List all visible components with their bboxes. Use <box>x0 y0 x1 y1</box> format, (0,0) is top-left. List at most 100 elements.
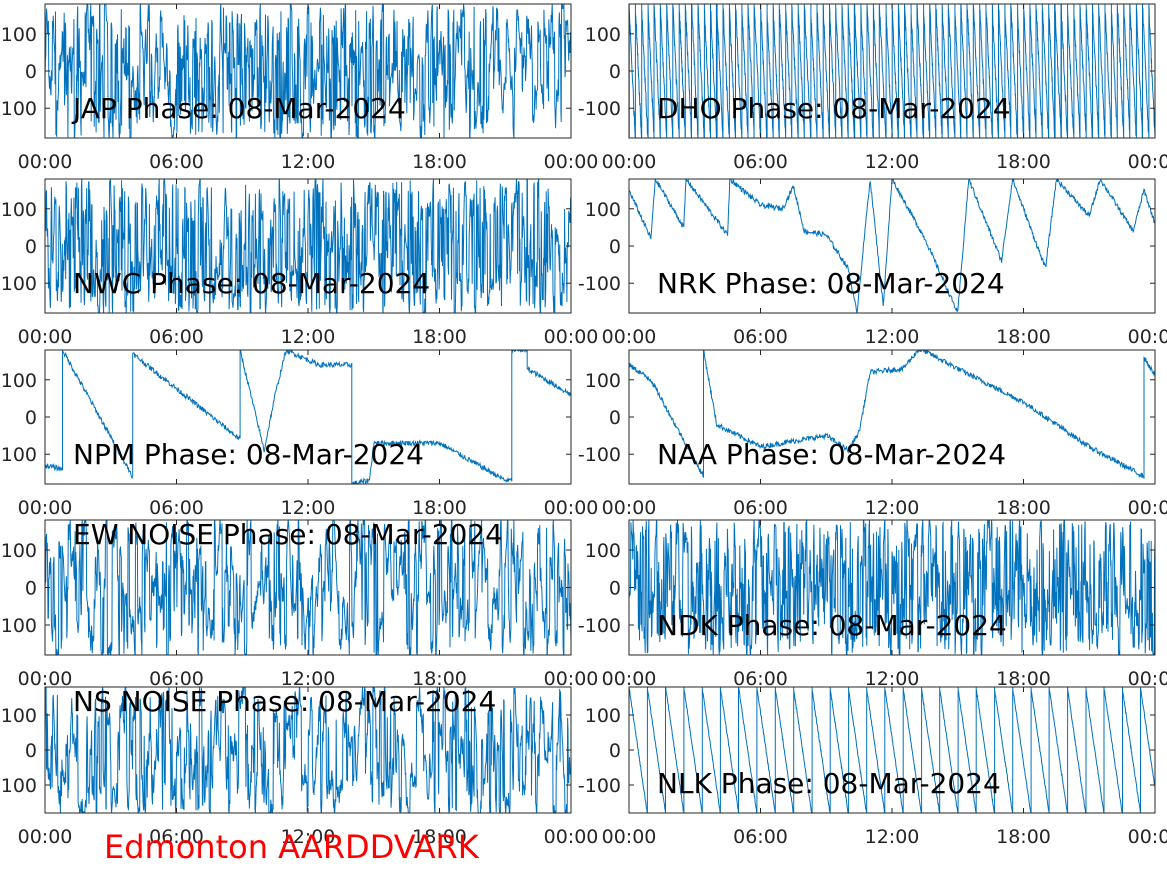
x-tick-label: 00:00 <box>602 151 657 173</box>
phase-trace <box>629 4 1155 138</box>
x-tick-label: 12:00 <box>865 497 920 519</box>
y-tick-label: 100 <box>585 705 621 727</box>
x-tick-label: 00:00 <box>1128 151 1167 173</box>
y-tick-label: 100 <box>1 24 37 46</box>
y-tick-label: 100 <box>1 705 37 727</box>
panel-title: EW NOISE Phase: 08-Mar-2024 <box>73 518 503 551</box>
x-tick-label: 06:00 <box>149 668 204 690</box>
panel-2: 00:00 06:00 12:00 18:00 00:00 -100 0 100 DHO Pha… <box>578 3 1167 173</box>
x-tick-label: 00:00 <box>18 668 73 690</box>
panel-8: 00:00 06:00 12:00 18:00 00:00 -100 0 100 NDK Pha… <box>578 519 1167 690</box>
x-tick-label: 00:00 <box>544 826 599 848</box>
x-tick-label: 18:00 <box>412 826 467 848</box>
y-tick-label: 0 <box>25 578 37 600</box>
y-tick-label: 0 <box>25 407 37 429</box>
x-tick-label: 00:00 <box>18 497 73 519</box>
phase-trace <box>629 350 1155 479</box>
x-tick-label: 00:00 <box>544 151 599 173</box>
x-tick-label: 00:00 <box>18 151 73 173</box>
phase-trace <box>45 4 571 138</box>
x-tick-label: 12:00 <box>865 326 920 348</box>
x-tick-label: 00:00 <box>544 497 599 519</box>
x-tick-label: 12:00 <box>865 151 920 173</box>
y-tick-label: -100 <box>0 775 37 797</box>
phase-trace <box>45 520 571 655</box>
plot-area <box>629 179 1155 313</box>
y-tick-label: 100 <box>1 199 37 221</box>
x-tick-label: 00:00 <box>602 326 657 348</box>
y-tick-label: -100 <box>578 98 621 120</box>
phase-trace <box>45 687 571 813</box>
y-tick-label: -100 <box>578 273 621 295</box>
panel-title: NWC Phase: 08-Mar-2024 <box>73 267 430 300</box>
panel-title: NLK Phase: 08-Mar-2024 <box>657 767 1001 800</box>
x-tick-label: 06:00 <box>733 826 788 848</box>
x-tick-label: 00:00 <box>1128 497 1167 519</box>
panel-title: NDK Phase: 08-Mar-2024 <box>657 609 1007 642</box>
x-tick-label: 18:00 <box>412 668 467 690</box>
x-tick-label: 12:00 <box>865 668 920 690</box>
phase-trace <box>45 350 571 484</box>
y-tick-label: 0 <box>609 61 621 83</box>
x-tick-label: 00:00 <box>602 826 657 848</box>
panel-4: 00:00 06:00 12:00 18:00 00:00 -100 0 100 NRK Pha… <box>578 178 1167 348</box>
panel-5: 00:00 06:00 12:00 18:00 00:00 -100 0 100 NPM Pha… <box>0 349 599 519</box>
panel-10: 00:00 06:00 12:00 18:00 00:00 -100 0 100 NLK Pha… <box>578 686 1167 848</box>
x-tick-label: 06:00 <box>733 151 788 173</box>
y-tick-label: -100 <box>578 444 621 466</box>
x-tick-label: 06:00 <box>733 326 788 348</box>
x-tick-label: 18:00 <box>412 497 467 519</box>
y-tick-label: -100 <box>578 775 621 797</box>
x-tick-label: 12:00 <box>281 151 336 173</box>
y-tick-label: -100 <box>0 444 37 466</box>
x-tick-label: 18:00 <box>996 497 1051 519</box>
x-tick-label: 12:00 <box>281 326 336 348</box>
x-tick-label: 06:00 <box>149 497 204 519</box>
y-tick-label: 0 <box>609 236 621 258</box>
x-tick-label: 00:00 <box>544 326 599 348</box>
panel-7: 00:00 06:00 12:00 18:00 00:00 -100 0 100 EW NOIS… <box>0 518 598 690</box>
y-tick-label: 0 <box>25 236 37 258</box>
panel-title: NRK Phase: 08-Mar-2024 <box>657 267 1005 300</box>
phase-trace <box>629 520 1155 655</box>
x-tick-label: 00:00 <box>602 668 657 690</box>
x-tick-label: 00:00 <box>602 497 657 519</box>
phase-trace <box>45 179 571 313</box>
x-tick-label: 00:00 <box>18 326 73 348</box>
station-label: Edmonton AARDDVARK <box>104 828 479 866</box>
x-tick-label: 18:00 <box>412 151 467 173</box>
x-tick-label: 06:00 <box>149 326 204 348</box>
panel-title: JAP Phase: 08-Mar-2024 <box>71 92 406 125</box>
x-tick-label: 12:00 <box>281 826 336 848</box>
x-tick-label: 18:00 <box>996 326 1051 348</box>
y-tick-label: 100 <box>585 370 621 392</box>
x-tick-label: 12:00 <box>281 668 336 690</box>
x-tick-label: 12:00 <box>865 826 920 848</box>
panel-3: 00:00 06:00 12:00 18:00 00:00 -100 0 100 NWC Pha… <box>0 178 599 348</box>
y-tick-label: 0 <box>609 578 621 600</box>
y-tick-label: -100 <box>578 615 621 637</box>
y-tick-label: 0 <box>609 407 621 429</box>
x-tick-label: 06:00 <box>733 668 788 690</box>
x-tick-label: 18:00 <box>996 668 1051 690</box>
y-tick-label: -100 <box>0 273 37 295</box>
x-tick-label: 18:00 <box>996 151 1051 173</box>
x-tick-label: 00:00 <box>544 668 599 690</box>
panel-title: NAA Phase: 08-Mar-2024 <box>657 438 1006 471</box>
panel-6: 00:00 06:00 12:00 18:00 00:00 -100 0 100 NAA Pha… <box>578 349 1167 519</box>
y-tick-label: 100 <box>585 540 621 562</box>
panel-title: NS NOISE Phase: 08-Mar-2024 <box>73 685 496 718</box>
panel-title: DHO Phase: 08-Mar-2024 <box>657 92 1011 125</box>
y-tick-label: 0 <box>25 740 37 762</box>
y-tick-label: 100 <box>1 370 37 392</box>
y-tick-label: 0 <box>609 740 621 762</box>
y-tick-label: 100 <box>585 199 621 221</box>
y-tick-label: 100 <box>585 24 621 46</box>
panel-1: 00:00 06:00 12:00 18:00 00:00 -100 0 100 JAP Pha… <box>0 3 599 173</box>
y-tick-label: -100 <box>0 98 37 120</box>
panel-title: NPM Phase: 08-Mar-2024 <box>73 438 424 471</box>
x-tick-label: 00:00 <box>1128 668 1167 690</box>
y-tick-label: 100 <box>1 540 37 562</box>
x-tick-label: 06:00 <box>733 497 788 519</box>
